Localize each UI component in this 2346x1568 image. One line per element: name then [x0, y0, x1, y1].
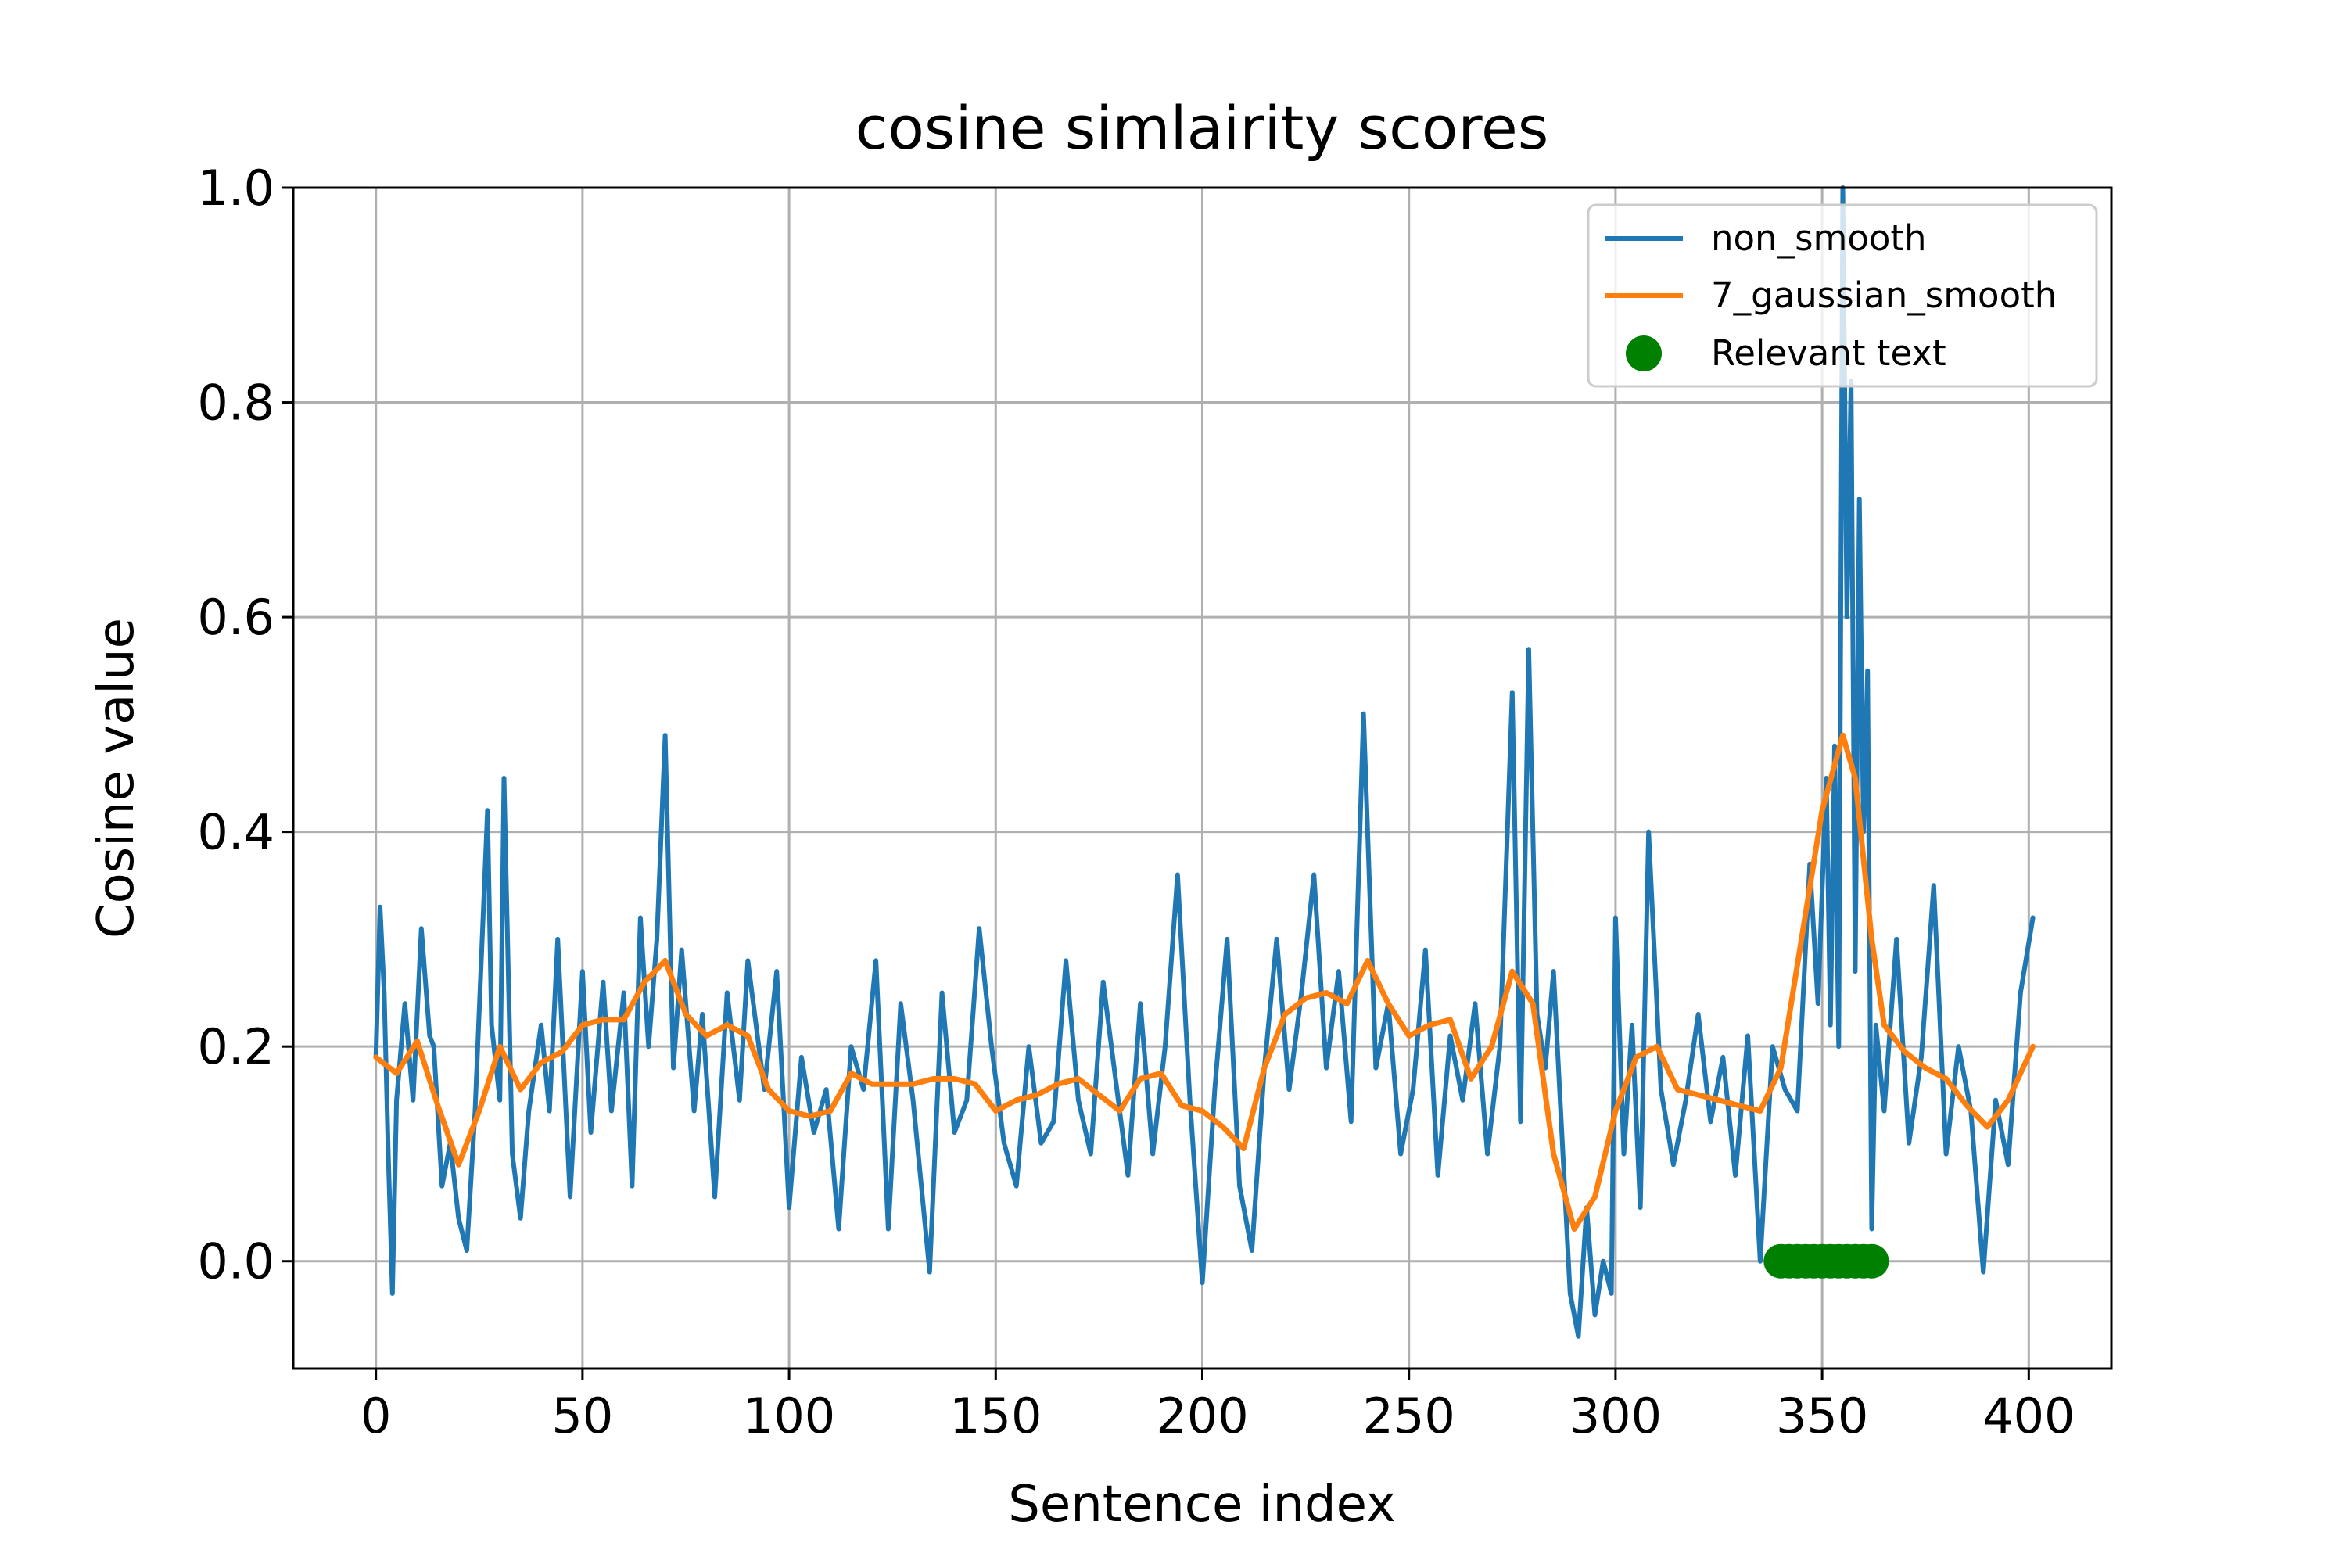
x-tick-label: 250 [1363, 1387, 1455, 1444]
series-line-7-gaussian-smooth [373, 732, 2036, 1232]
x-tick-label: 150 [949, 1387, 1042, 1444]
legend: non_smooth 7_gaussian_smooth Relevant te… [1587, 203, 2098, 388]
y-tick-label: 0.8 [197, 375, 274, 432]
grid [293, 186, 2111, 1369]
legend-marker-relevant-text [1626, 335, 1662, 371]
x-tick-label: 400 [1982, 1387, 2075, 1444]
legend-label-non-smooth: non_smooth [1711, 217, 1927, 259]
x-tick-label: 200 [1156, 1387, 1248, 1444]
chart-title: cosine simlairity scores [856, 93, 1549, 163]
legend-label-relevant-text: Relevant text [1711, 332, 1946, 374]
x-tick-label: 350 [1776, 1387, 1868, 1444]
series-point-relevant-text [1854, 1243, 1889, 1279]
legend-box [1587, 203, 2098, 388]
y-axis-label: Cosine value [88, 618, 145, 938]
y-tick-label: 0.6 [197, 589, 274, 646]
x-tick-label: 300 [1569, 1387, 1662, 1444]
series-layer [373, 185, 2036, 1339]
legend-label-gaussian-smooth: 7_gaussian_smooth [1711, 274, 2057, 316]
axis-ticks: 0 50 100 150 200 250 300 350 400 0.0 0.2 0.4 0.6 0.8 1… [197, 160, 2075, 1444]
x-tick-label: 50 [551, 1387, 613, 1444]
y-tick-label: 0.4 [197, 804, 274, 861]
x-tick-label: 100 [743, 1387, 835, 1444]
y-tick-label: 0.2 [197, 1018, 274, 1075]
x-tick-label: 0 [361, 1387, 391, 1444]
y-tick-label: 1.0 [197, 160, 274, 217]
x-axis-label: Sentence index [1008, 1476, 1396, 1534]
y-tick-label: 0.0 [197, 1233, 274, 1290]
